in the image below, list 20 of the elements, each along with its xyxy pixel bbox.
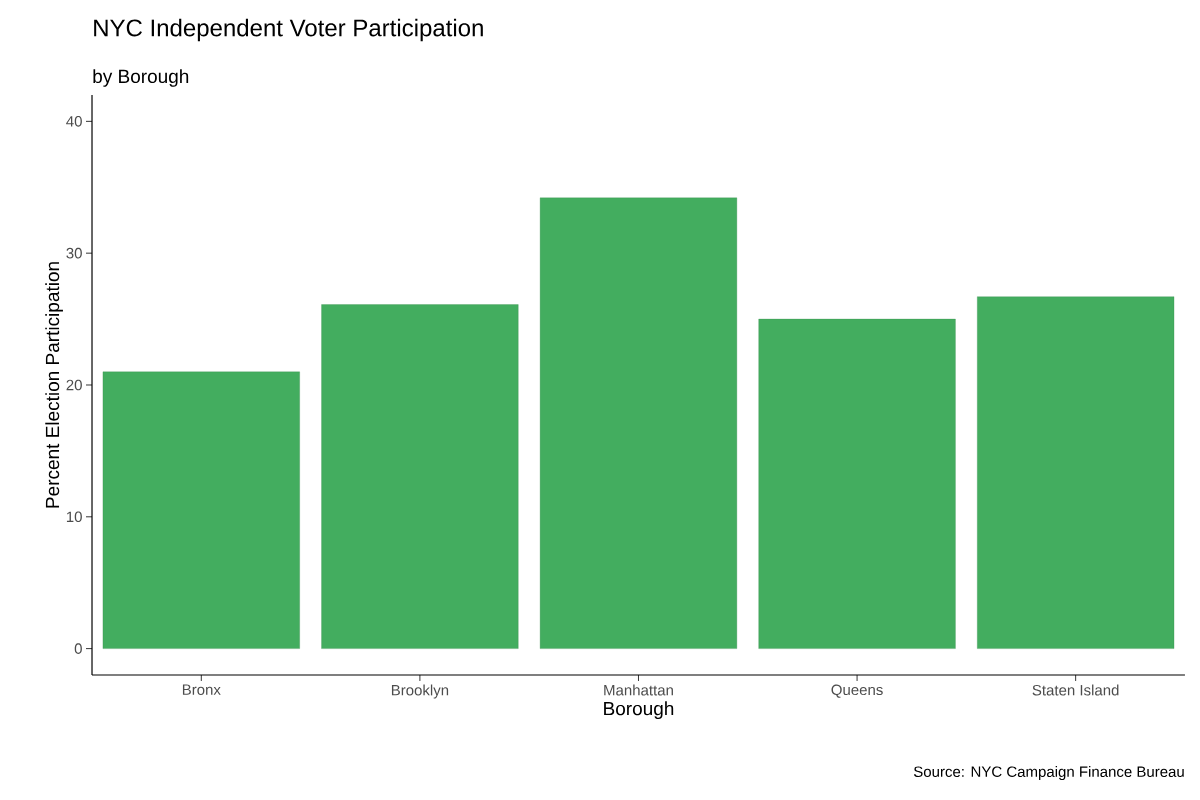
source-note: Source: NYC Campaign Finance Bureau — [913, 765, 1184, 780]
x-tick-label: Bronx — [182, 684, 221, 695]
x-tick-label: Queens — [831, 684, 883, 698]
y-tick-label: 20 — [66, 379, 82, 391]
y-tick-label: 30 — [66, 247, 82, 259]
x-axis-title: Borough — [604, 701, 674, 720]
chart-title: NYC Independent Voter Participation — [94, 18, 483, 42]
y-tick-label: 10 — [66, 511, 82, 523]
x-tick-label: Brooklyn — [391, 684, 449, 699]
bar — [102, 371, 300, 649]
bar — [321, 304, 519, 649]
bar — [539, 197, 737, 649]
y-tick-label: 0 — [74, 643, 82, 654]
bar — [758, 318, 956, 649]
y-axis-title: Percent Election Participation — [45, 262, 63, 508]
x-tick-label: Staten Island — [1032, 684, 1119, 696]
x-tick-label: Manhattan — [604, 684, 673, 696]
chart-subtitle: by Borough — [93, 69, 189, 87]
bar — [977, 296, 1175, 649]
y-tick-label: 40 — [66, 116, 82, 127]
